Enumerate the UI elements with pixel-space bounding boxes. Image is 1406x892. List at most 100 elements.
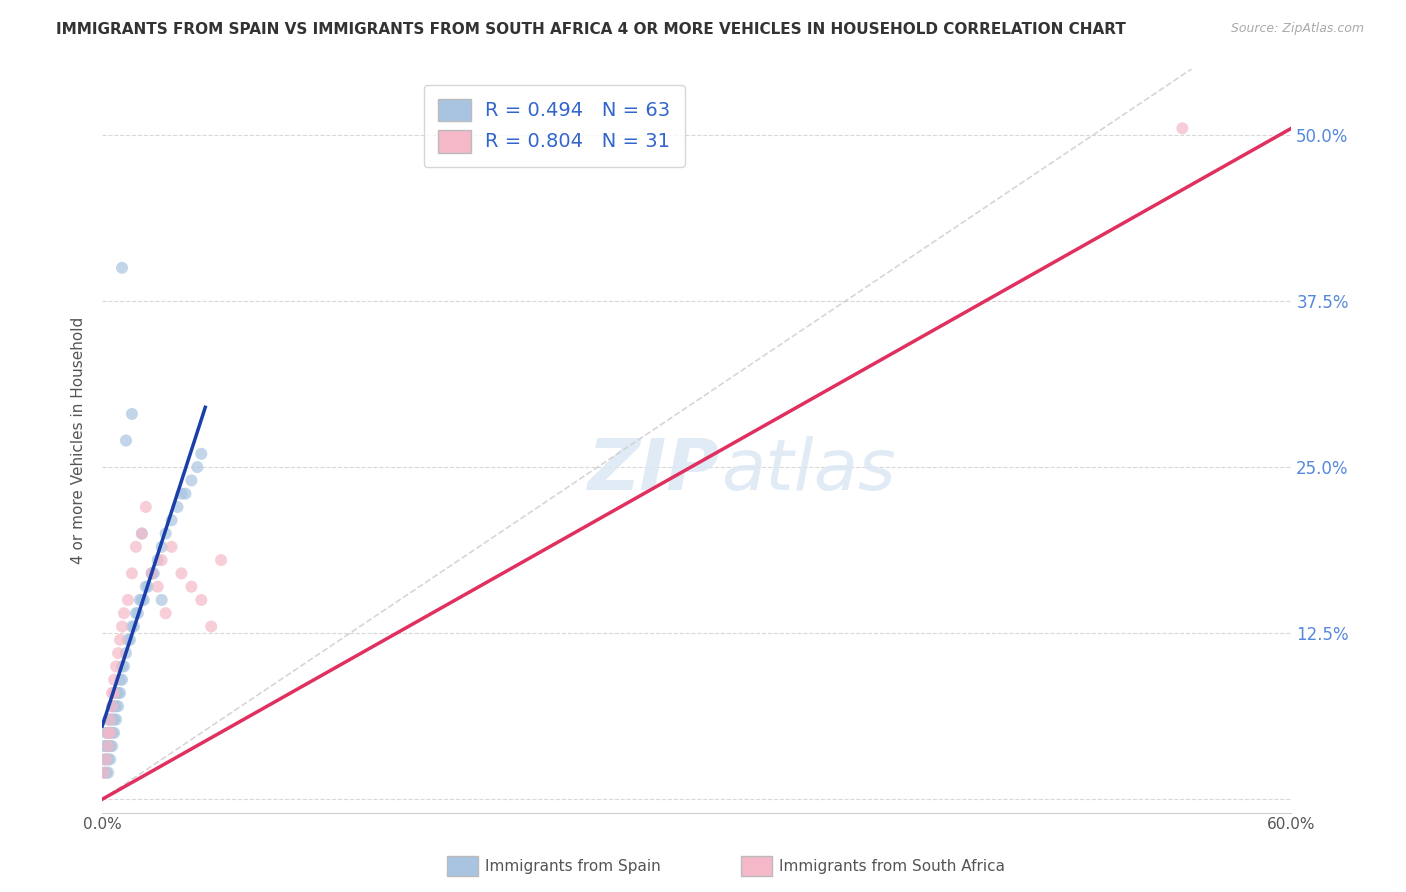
Point bbox=[125, 540, 148, 554]
Point bbox=[101, 699, 124, 714]
Point bbox=[93, 752, 115, 766]
Point bbox=[146, 553, 169, 567]
Point bbox=[97, 713, 120, 727]
Point bbox=[127, 606, 149, 620]
Text: Immigrants from South Africa: Immigrants from South Africa bbox=[779, 859, 1005, 873]
Legend: R = 0.494   N = 63, R = 0.804   N = 31: R = 0.494 N = 63, R = 0.804 N = 31 bbox=[423, 85, 685, 167]
Point bbox=[105, 659, 128, 673]
Point bbox=[190, 447, 212, 461]
Y-axis label: 4 or more Vehicles in Household: 4 or more Vehicles in Household bbox=[72, 317, 86, 564]
Point bbox=[180, 474, 202, 488]
Point bbox=[107, 646, 129, 660]
Point bbox=[150, 593, 173, 607]
Point bbox=[186, 460, 208, 475]
Point bbox=[200, 619, 222, 633]
Point bbox=[115, 434, 138, 448]
Point bbox=[97, 726, 120, 740]
Point bbox=[101, 726, 124, 740]
Point bbox=[141, 566, 163, 581]
Text: Source: ZipAtlas.com: Source: ZipAtlas.com bbox=[1230, 22, 1364, 36]
Point bbox=[141, 566, 163, 581]
Point bbox=[96, 765, 118, 780]
Point bbox=[128, 593, 150, 607]
Point bbox=[96, 726, 118, 740]
Point bbox=[96, 752, 118, 766]
Point bbox=[121, 619, 143, 633]
Point bbox=[118, 632, 141, 647]
Point bbox=[101, 713, 124, 727]
Point bbox=[96, 752, 118, 766]
Point bbox=[98, 726, 121, 740]
Point bbox=[125, 606, 148, 620]
Point bbox=[170, 566, 193, 581]
Point bbox=[132, 593, 155, 607]
Point bbox=[180, 580, 202, 594]
Point bbox=[174, 486, 197, 500]
Point bbox=[121, 566, 143, 581]
Point bbox=[103, 686, 125, 700]
Point bbox=[103, 673, 125, 687]
Point bbox=[146, 580, 169, 594]
Text: Immigrants from Spain: Immigrants from Spain bbox=[485, 859, 661, 873]
Point bbox=[105, 686, 128, 700]
Point bbox=[111, 673, 134, 687]
Point bbox=[97, 726, 120, 740]
Point bbox=[96, 739, 118, 753]
Point bbox=[135, 580, 157, 594]
Point bbox=[105, 699, 128, 714]
Point bbox=[98, 726, 121, 740]
Point bbox=[115, 646, 138, 660]
Point bbox=[98, 713, 121, 727]
Point bbox=[107, 686, 129, 700]
Text: IMMIGRANTS FROM SPAIN VS IMMIGRANTS FROM SOUTH AFRICA 4 OR MORE VEHICLES IN HOUS: IMMIGRANTS FROM SPAIN VS IMMIGRANTS FROM… bbox=[56, 22, 1126, 37]
Point bbox=[101, 739, 124, 753]
Point bbox=[160, 513, 183, 527]
Point bbox=[98, 739, 121, 753]
Point bbox=[190, 593, 212, 607]
Point bbox=[170, 486, 193, 500]
Point bbox=[1171, 121, 1194, 136]
Point bbox=[142, 566, 165, 581]
Point bbox=[103, 713, 125, 727]
Point bbox=[97, 739, 120, 753]
Point bbox=[105, 713, 128, 727]
Point bbox=[166, 500, 188, 514]
Point bbox=[160, 540, 183, 554]
Point bbox=[122, 619, 145, 633]
Point bbox=[150, 553, 173, 567]
Point bbox=[107, 699, 129, 714]
Point bbox=[98, 752, 121, 766]
Point bbox=[209, 553, 232, 567]
Point bbox=[108, 673, 131, 687]
Point bbox=[150, 540, 173, 554]
Point bbox=[98, 713, 121, 727]
Point bbox=[141, 566, 163, 581]
Point bbox=[131, 526, 153, 541]
Point bbox=[135, 500, 157, 514]
Point bbox=[97, 739, 120, 753]
Text: ZIP: ZIP bbox=[588, 436, 720, 505]
Point bbox=[131, 593, 153, 607]
Text: atlas: atlas bbox=[720, 436, 896, 505]
Point bbox=[97, 752, 120, 766]
Point bbox=[101, 686, 124, 700]
Point bbox=[93, 739, 115, 753]
Point bbox=[131, 526, 153, 541]
Point bbox=[101, 699, 124, 714]
Point bbox=[112, 659, 135, 673]
Point bbox=[111, 659, 134, 673]
Point bbox=[111, 260, 134, 275]
Point bbox=[117, 632, 139, 647]
Point bbox=[155, 526, 177, 541]
Point bbox=[103, 699, 125, 714]
Point bbox=[111, 619, 134, 633]
Point bbox=[103, 726, 125, 740]
Point bbox=[136, 580, 159, 594]
Point bbox=[93, 765, 115, 780]
Point bbox=[155, 606, 177, 620]
Point bbox=[112, 606, 135, 620]
Point bbox=[93, 765, 115, 780]
Point bbox=[108, 686, 131, 700]
Point bbox=[108, 632, 131, 647]
Point bbox=[121, 407, 143, 421]
